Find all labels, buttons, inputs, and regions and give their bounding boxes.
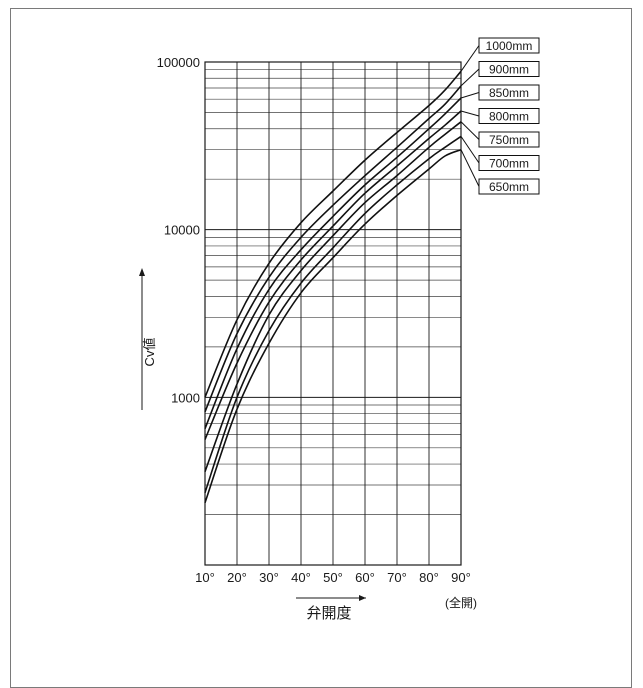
- legend-box-750mm: [478, 131, 540, 148]
- legend-box-900mm: [478, 61, 540, 77]
- legend-label-700mm: 700mm: [489, 157, 529, 171]
- curve-900mm: [204, 85, 462, 413]
- y-tick-labels: 1000 10000 100000: [157, 55, 200, 405]
- legend-box-800mm: [478, 108, 540, 124]
- legend-label-900mm: 900mm: [489, 63, 529, 77]
- x-tick-label: 60°: [355, 570, 375, 585]
- curve-700mm: [204, 135, 462, 493]
- legend-label-650mm: 650mm: [489, 180, 529, 194]
- x-tick-label: 90°: [451, 570, 471, 585]
- curve-750mm: [204, 121, 462, 472]
- x-tick-label: 30°: [259, 570, 279, 585]
- y-axis-arrowhead: [139, 268, 145, 276]
- y-tick-label: 100000: [157, 55, 200, 70]
- x-tick-label: 70°: [387, 570, 407, 585]
- legend-leader-800mm: [460, 110, 480, 117]
- legend-leader-750mm: [460, 121, 480, 140]
- x-tick-label: 20°: [227, 570, 247, 585]
- legend-leader-650mm: [460, 149, 480, 187]
- x-tick-labels: 10° 20° 30° 40° 50° 60° 70° 80° 90°: [195, 570, 471, 585]
- legend-leader-900mm: [460, 68, 480, 87]
- legend: 1000mm 900mm 850mm 800mm 750mm 700mm 650mm: [460, 37, 540, 195]
- grid-major: [205, 62, 461, 565]
- x-tick-label: 40°: [291, 570, 311, 585]
- x-tick-label: 50°: [323, 570, 343, 585]
- legend-box-850mm: [478, 84, 540, 101]
- legend-label-1000mm: 1000mm: [486, 39, 533, 53]
- curve-650mm: [204, 148, 462, 504]
- plot-border: [204, 61, 462, 566]
- legend-box-1000mm: [478, 37, 540, 54]
- plot-area-border: [204, 61, 462, 566]
- curve-850mm: [204, 97, 462, 429]
- legend-leader-1000mm: [460, 45, 480, 72]
- x-tick-label: 80°: [419, 570, 439, 585]
- curve-1000mm: [204, 70, 462, 398]
- cv-chart: 1000mm 900mm 850mm 800mm 750mm 700mm 650mm 100…: [139, 37, 540, 622]
- legend-label-800mm: 800mm: [489, 110, 529, 124]
- curves: [204, 70, 462, 504]
- x-axis-arrowhead: [359, 595, 366, 601]
- legend-label-750mm: 750mm: [489, 133, 529, 147]
- legend-leader-850mm: [460, 92, 480, 99]
- y-tick-label: 10000: [164, 223, 200, 238]
- legend-box-700mm: [478, 155, 540, 171]
- x-full-open-label: (全開): [445, 595, 477, 610]
- x-axis-label: 弁開度: [306, 605, 351, 622]
- y-tick-label: 1000: [171, 390, 200, 405]
- curve-800mm: [204, 110, 462, 440]
- x-tick-label: 10°: [195, 570, 215, 585]
- y-axis-label: Cv値: [142, 338, 157, 367]
- legend-leader-700mm: [460, 136, 480, 164]
- legend-label-850mm: 850mm: [489, 86, 529, 100]
- legend-box-650mm: [478, 178, 540, 195]
